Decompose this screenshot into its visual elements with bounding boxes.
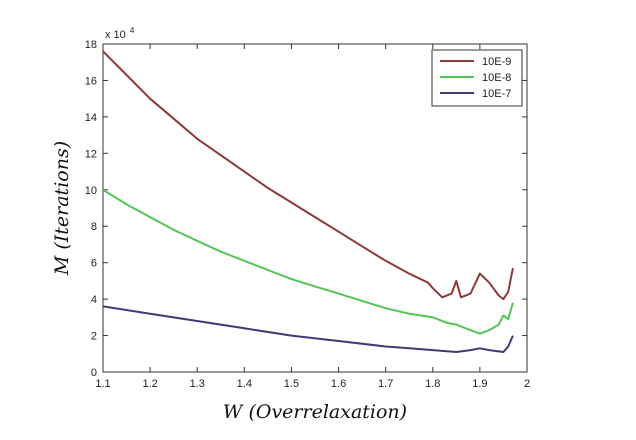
x-tick-label: 1.9	[472, 378, 487, 390]
x-tick-label: 1.7	[378, 378, 393, 390]
plot-area-frame	[102, 43, 528, 373]
y-tick-label: 8	[91, 221, 97, 233]
y-axis-multiplier-base: x 10	[105, 29, 126, 41]
series-line-2	[102, 188, 514, 335]
legend-label: 10E-7	[482, 88, 511, 100]
y-tick-label: 4	[91, 294, 97, 306]
legend-label: 10E-8	[482, 72, 511, 84]
x-tick-label: 1.1	[95, 378, 110, 390]
series-line-1	[102, 50, 514, 301]
legend-label: 10E-9	[482, 56, 511, 68]
y-tick-label: 16	[85, 75, 97, 87]
y-tick-label: 18	[85, 39, 97, 51]
legend: 10E-9 10E-8 10E-7	[431, 49, 523, 107]
series-line-3	[102, 305, 514, 353]
x-tick-label: 1.8	[425, 378, 440, 390]
x-tick-label: 1.5	[284, 378, 299, 390]
y-axis-ticks: 0 2 4 6 8 10 12 14 16 18	[85, 39, 527, 379]
y-tick-label: 6	[91, 258, 97, 270]
y-tick-label: 12	[85, 148, 97, 160]
y-axis-label: M (Iterations)	[51, 141, 73, 276]
x-tick-label: 2	[524, 378, 530, 390]
x-tick-label: 1.4	[237, 378, 252, 390]
y-tick-label: 0	[91, 367, 97, 379]
y-tick-label: 14	[85, 112, 97, 124]
x-tick-label: 1.6	[331, 378, 346, 390]
x-tick-label: 1.3	[190, 378, 205, 390]
y-tick-label: 10	[85, 185, 97, 197]
y-axis-multiplier: x 10 4	[105, 26, 135, 41]
x-tick-label: 1.2	[142, 378, 157, 390]
y-tick-label: 2	[91, 331, 97, 343]
series-layer	[102, 50, 514, 353]
y-axis-multiplier-exponent: 4	[130, 26, 135, 35]
x-axis-ticks: 1.1 1.2 1.3 1.4 1.5 1.6 1.7 1.8 1.9 2	[95, 44, 530, 390]
x-axis-label: W (Overrelaxation)	[223, 401, 407, 423]
